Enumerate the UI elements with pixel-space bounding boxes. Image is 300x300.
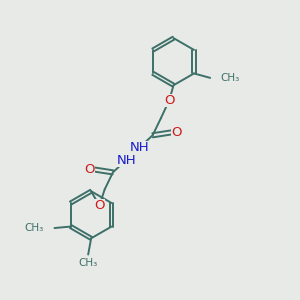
Text: CH₃: CH₃ (24, 223, 43, 233)
Text: O: O (94, 199, 105, 212)
Text: O: O (84, 163, 94, 176)
Text: NH: NH (116, 154, 136, 166)
Text: CH₃: CH₃ (79, 258, 98, 268)
Text: CH₃: CH₃ (220, 73, 240, 83)
Text: O: O (171, 126, 181, 139)
Text: O: O (164, 94, 174, 107)
Text: NH: NH (130, 141, 149, 154)
